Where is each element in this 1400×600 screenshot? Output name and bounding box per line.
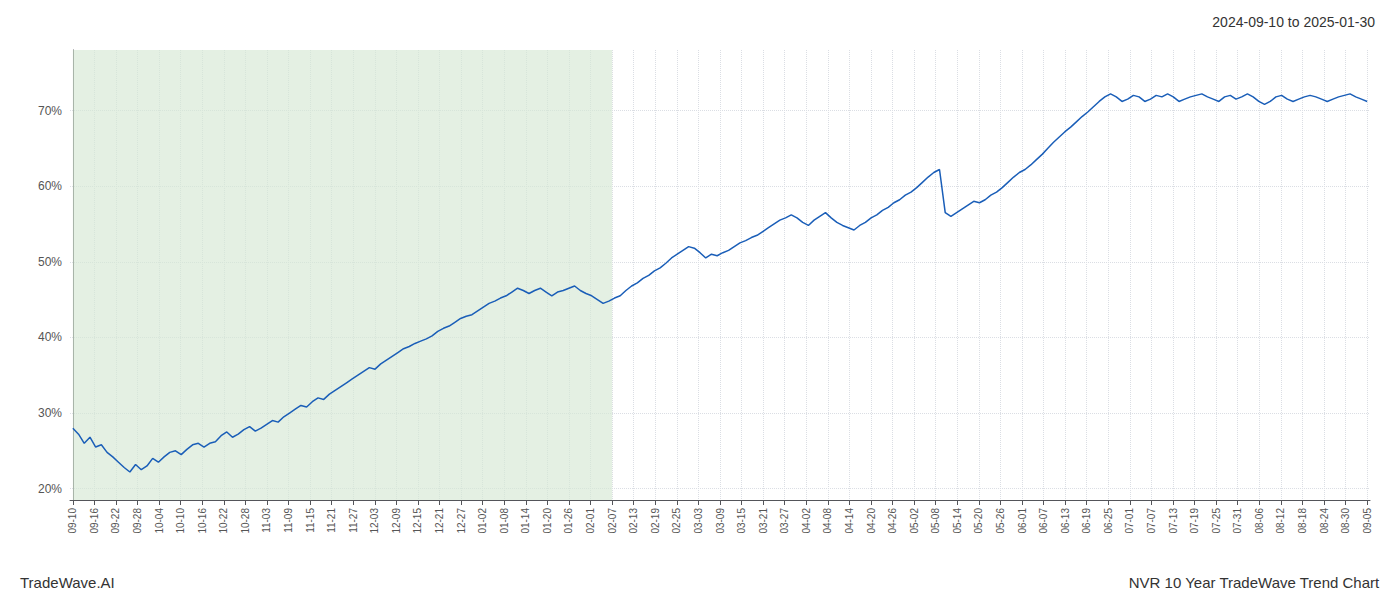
svg-text:04-20: 04-20 — [866, 508, 877, 534]
svg-text:07-07: 07-07 — [1146, 508, 1157, 534]
svg-text:NVR 10 Year TradeWave Trend Ch: NVR 10 Year TradeWave Trend Chart — [1129, 574, 1380, 591]
svg-text:11-21: 11-21 — [326, 508, 337, 533]
svg-text:05-20: 05-20 — [973, 508, 984, 534]
svg-text:11-03: 11-03 — [261, 508, 272, 533]
svg-text:07-25: 07-25 — [1211, 508, 1222, 534]
svg-text:07-19: 07-19 — [1189, 508, 1200, 534]
svg-text:02-13: 02-13 — [628, 508, 639, 534]
svg-text:12-09: 12-09 — [391, 508, 402, 534]
svg-text:02-25: 02-25 — [671, 508, 682, 534]
svg-text:02-01: 02-01 — [585, 508, 596, 534]
svg-text:08-18: 08-18 — [1297, 508, 1308, 534]
svg-text:06-13: 06-13 — [1060, 508, 1071, 534]
svg-text:30%: 30% — [38, 406, 62, 420]
svg-text:12-03: 12-03 — [369, 508, 380, 534]
svg-text:03-03: 03-03 — [693, 508, 704, 534]
svg-text:04-26: 04-26 — [887, 508, 898, 534]
svg-text:04-02: 04-02 — [801, 508, 812, 534]
svg-text:60%: 60% — [38, 179, 62, 193]
svg-text:06-19: 06-19 — [1081, 508, 1092, 534]
svg-text:03-21: 03-21 — [758, 508, 769, 534]
svg-text:05-08: 05-08 — [930, 508, 941, 534]
svg-text:10-16: 10-16 — [197, 508, 208, 534]
svg-text:10-10: 10-10 — [175, 508, 186, 534]
svg-text:06-01: 06-01 — [1017, 508, 1028, 534]
svg-text:50%: 50% — [38, 255, 62, 269]
svg-text:03-09: 03-09 — [715, 508, 726, 534]
svg-text:12-21: 12-21 — [434, 508, 445, 534]
svg-text:09-28: 09-28 — [132, 508, 143, 534]
svg-text:TradeWave.AI: TradeWave.AI — [20, 574, 115, 591]
svg-text:01-02: 01-02 — [477, 508, 488, 534]
svg-text:04-14: 04-14 — [844, 508, 855, 534]
svg-text:12-15: 12-15 — [412, 508, 423, 534]
svg-text:10-28: 10-28 — [240, 508, 251, 534]
svg-text:09-16: 09-16 — [89, 508, 100, 534]
svg-text:07-13: 07-13 — [1168, 508, 1179, 534]
svg-text:06-07: 06-07 — [1038, 508, 1049, 534]
svg-text:01-20: 01-20 — [542, 508, 553, 534]
svg-text:09-05: 09-05 — [1362, 508, 1373, 534]
svg-text:08-30: 08-30 — [1340, 508, 1351, 534]
svg-text:2024-09-10 to 2025-01-30: 2024-09-10 to 2025-01-30 — [1212, 14, 1375, 30]
svg-text:20%: 20% — [38, 482, 62, 496]
svg-text:09-10: 09-10 — [67, 508, 78, 534]
svg-text:09-22: 09-22 — [110, 508, 121, 534]
svg-text:10-04: 10-04 — [154, 508, 165, 534]
svg-text:06-25: 06-25 — [1103, 508, 1114, 534]
svg-text:03-15: 03-15 — [736, 508, 747, 534]
svg-text:04-08: 04-08 — [822, 508, 833, 534]
svg-text:01-26: 01-26 — [563, 508, 574, 534]
svg-text:05-02: 05-02 — [909, 508, 920, 534]
svg-text:01-08: 01-08 — [499, 508, 510, 534]
svg-text:40%: 40% — [38, 330, 62, 344]
svg-text:70%: 70% — [38, 104, 62, 118]
svg-text:03-27: 03-27 — [779, 508, 790, 534]
svg-text:07-31: 07-31 — [1232, 508, 1243, 534]
svg-text:02-07: 02-07 — [607, 508, 618, 534]
svg-text:11-09: 11-09 — [283, 508, 294, 533]
svg-text:08-24: 08-24 — [1319, 508, 1330, 534]
svg-text:12-27: 12-27 — [456, 508, 467, 534]
svg-text:02-19: 02-19 — [650, 508, 661, 534]
svg-text:10-22: 10-22 — [218, 508, 229, 534]
svg-text:11-15: 11-15 — [305, 508, 316, 533]
svg-text:08-12: 08-12 — [1275, 508, 1286, 534]
svg-text:07-01: 07-01 — [1124, 508, 1135, 534]
svg-text:08-06: 08-06 — [1254, 508, 1265, 534]
svg-text:11-27: 11-27 — [348, 508, 359, 533]
svg-text:01-14: 01-14 — [520, 508, 531, 534]
svg-text:05-14: 05-14 — [952, 508, 963, 534]
svg-text:05-26: 05-26 — [995, 508, 1006, 534]
